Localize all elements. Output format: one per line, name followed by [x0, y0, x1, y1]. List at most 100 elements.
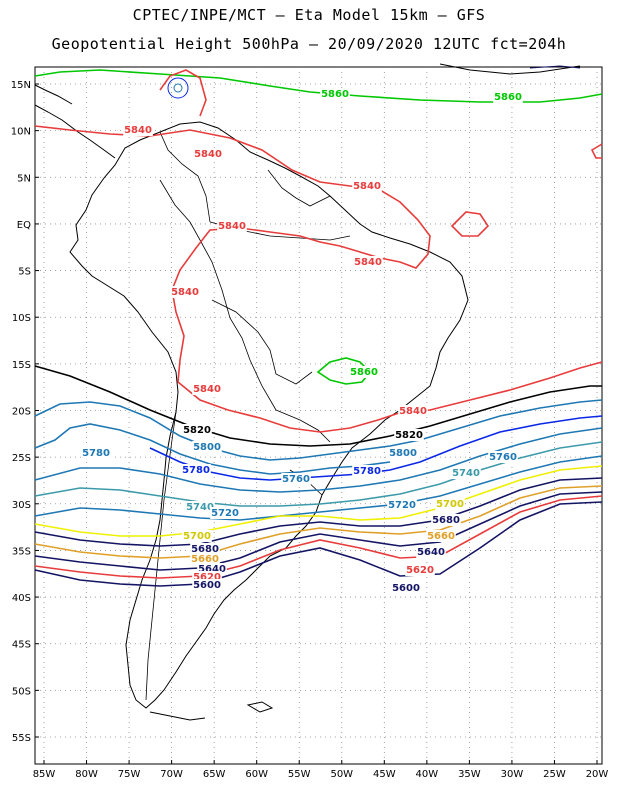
contour-label-bg — [182, 530, 212, 542]
contour-label-bg — [192, 383, 222, 395]
contour-label: 5660 — [427, 531, 455, 542]
contour-label-bg — [190, 553, 220, 565]
contour-label-bg — [451, 467, 481, 479]
contour-label-bg — [426, 530, 456, 542]
contour-label: 5700 — [183, 531, 211, 542]
lon-tick-label: 85W — [33, 769, 56, 780]
lat-tick-label: 25S — [12, 453, 31, 464]
lat-tick-label: 5N — [17, 173, 31, 184]
lat-tick-label: 30S — [12, 500, 31, 511]
contour-label-bg — [388, 447, 418, 459]
contour-north-edge — [529, 65, 581, 69]
lat-tick-label: 45S — [12, 640, 31, 651]
lat-tick-label: 15S — [12, 360, 31, 371]
border-venezuela-colombia — [159, 131, 211, 223]
contour-label: 5820 — [395, 430, 423, 441]
contour-label-bg — [181, 464, 211, 476]
contour-label: 5840 — [194, 149, 222, 160]
contour-label: 5760 — [489, 452, 517, 463]
lat-tick-label: 35S — [12, 546, 31, 557]
contour-label: 5800 — [389, 448, 417, 459]
lat-tick-label: 55S — [12, 733, 31, 744]
contour-label-bg — [488, 451, 518, 463]
contour-label: 5640 — [198, 564, 226, 575]
lat-tick-label: 15N — [11, 80, 31, 91]
contour-label: 5840 — [399, 406, 427, 417]
contour-label-bg — [387, 499, 417, 511]
contour-5840-atlantic — [450, 211, 490, 237]
contour-label-bg — [416, 546, 446, 558]
border-paraguay — [275, 409, 331, 443]
map-title-line-1: CPTEC/INPE/MCT – Eta Model 15km – GFS — [132, 6, 486, 24]
contour-label-bg — [431, 514, 461, 526]
contour-5600 — [34, 501, 603, 587]
contour-5840-edge — [590, 143, 603, 159]
lat-tick-label: 10N — [11, 127, 31, 138]
contour-5720 — [34, 455, 603, 521]
contour-5700 — [34, 465, 603, 537]
contour-high-center — [167, 77, 189, 99]
contour-label-bg — [320, 88, 350, 100]
contour-label: 5600 — [392, 583, 420, 594]
contour-label: 5860 — [494, 92, 522, 103]
contour-high-inner — [173, 83, 183, 93]
lat-tick-label: 50S — [12, 686, 31, 697]
lat-tick-label: EQ — [17, 220, 31, 231]
contour-5620 — [34, 495, 603, 579]
contour-label: 5700 — [436, 499, 464, 510]
lat-tick-label: 10S — [12, 313, 31, 324]
contour-5660 — [34, 485, 603, 559]
contour-label-bg — [170, 286, 200, 298]
contour-label-bg — [192, 441, 222, 453]
contour-label: 5680 — [191, 544, 219, 555]
lon-tick-label: 80W — [75, 769, 98, 780]
contour-label: 5620 — [193, 572, 221, 583]
contour-label-bg — [192, 579, 222, 591]
contour-label-bg — [405, 564, 435, 576]
lon-tick-label: 50W — [330, 769, 353, 780]
lon-tick-label: 30W — [501, 769, 524, 780]
contour-label: 5840 — [124, 125, 152, 136]
contour-5760 — [34, 427, 603, 493]
border-andes — [159, 179, 277, 411]
contour-label: 5620 — [406, 565, 434, 576]
contour-5800 — [34, 399, 603, 461]
contour-label: 5780 — [353, 466, 381, 477]
contour-label: 5640 — [417, 547, 445, 558]
contour-labels: 5860 5860 5860 5840 5840 5840 5840 5840 5840 5840… — [81, 88, 523, 594]
contour-5780-west — [34, 423, 391, 475]
contour-label-bg — [353, 256, 383, 268]
contour-label-bg — [182, 424, 212, 436]
lon-tick-label: 25W — [543, 769, 566, 780]
contour-label-bg — [193, 148, 223, 160]
contour-label: 5740 — [186, 502, 214, 513]
contour-label: 5660 — [191, 554, 219, 565]
lon-tick-label: 70W — [160, 769, 183, 780]
lat-tick-label: 40S — [12, 593, 31, 604]
contour-label-bg — [394, 429, 424, 441]
map-title-line-2: Geopotential Height 500hPa – 20/09/2020 … — [51, 35, 567, 53]
contour-label: 5800 — [193, 442, 221, 453]
lon-tick-label: 20W — [586, 769, 609, 780]
lon-tick-label: 55W — [288, 769, 311, 780]
contour-label: 5680 — [432, 515, 460, 526]
contour-5820 — [34, 365, 602, 447]
caribbean-coast — [439, 63, 581, 75]
contour-label: 5760 — [282, 474, 310, 485]
contour-5840-northeast — [34, 125, 603, 433]
contour-label: 5780 — [82, 448, 110, 459]
contour-label-bg — [190, 543, 220, 555]
contour-label-bg — [281, 473, 311, 485]
contour-label-bg — [435, 498, 465, 510]
lon-tick-label: 65W — [203, 769, 226, 780]
contour-label: 5840 — [218, 221, 246, 232]
contour-label-bg — [349, 366, 379, 378]
contour-label-bg — [81, 447, 111, 459]
lon-tick-label: 75W — [118, 769, 141, 780]
contour-label-bg — [352, 180, 382, 192]
contour-5640 — [34, 491, 603, 571]
contour-label: 5840 — [171, 287, 199, 298]
contour-label-bg — [391, 582, 421, 594]
contour-label: 5840 — [354, 257, 382, 268]
